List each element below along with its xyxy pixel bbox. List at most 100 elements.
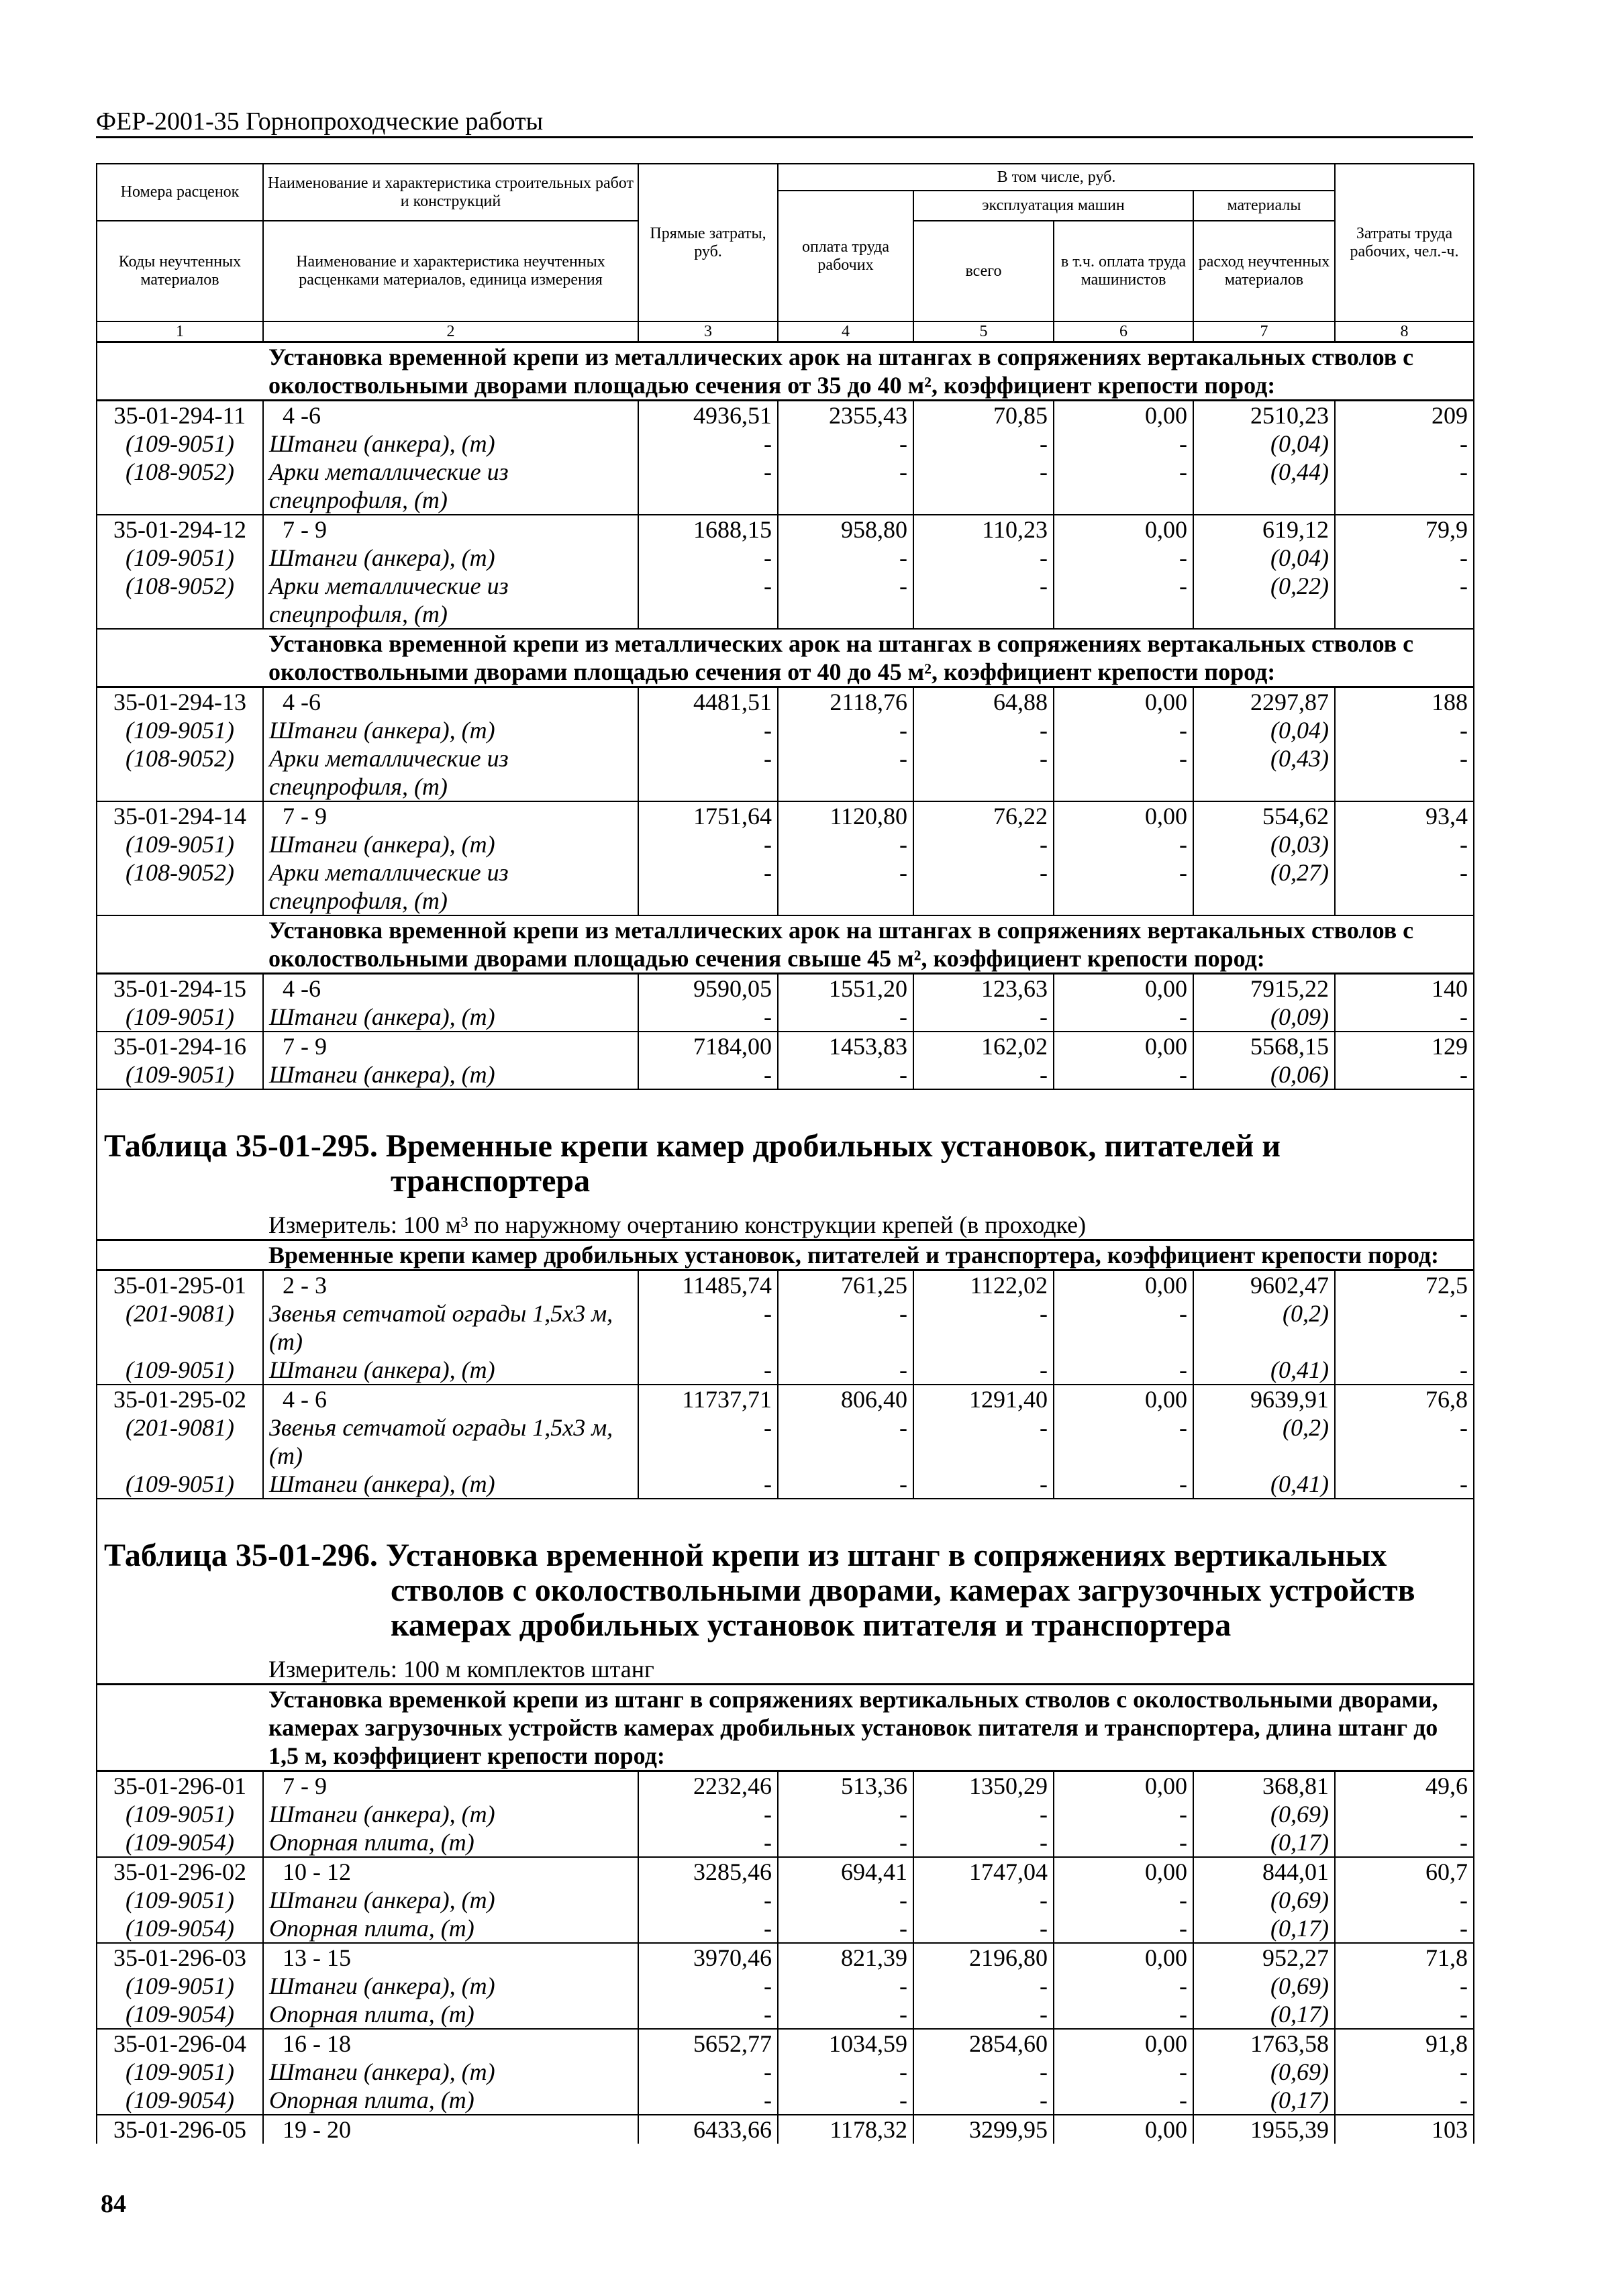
materials: (0,27) <box>1193 858 1336 916</box>
machinist-pay: - <box>1053 1470 1194 1499</box>
rate-name: Звенья сетчатой ограды 1,5х3 м, (т) <box>262 1299 639 1356</box>
machines-total: 70,85 <box>913 399 1054 430</box>
machines-total: 3299,95 <box>913 2114 1054 2144</box>
materials: (0,43) <box>1193 744 1336 802</box>
group-heading: Временные крепи камер дробильных установ… <box>96 1239 1474 1271</box>
labor-hours: 72,5 <box>1334 1269 1474 1299</box>
direct-costs: - <box>638 1299 779 1356</box>
group-heading: Установка временной крепи из металлическ… <box>96 915 1474 975</box>
machines-total: - <box>913 1299 1054 1356</box>
direct-costs: - <box>638 458 779 515</box>
labor-hours: 79,9 <box>1334 514 1474 544</box>
rate-name: Штанги (анкера), (т) <box>262 1886 639 1914</box>
rate-code: 35-01-296-05 <box>96 2114 264 2144</box>
rate-name: Штанги (анкера), (т) <box>262 2058 639 2086</box>
worker-pay: 1120,80 <box>777 801 914 830</box>
machines-total: 64,88 <box>913 686 1054 716</box>
rate-code: (201-9081) <box>96 1413 264 1470</box>
rate-name: Звенья сетчатой ограды 1,5х3 м, (т) <box>262 1413 639 1470</box>
rate-name: Штанги (анкера), (т) <box>262 1356 639 1385</box>
rate-name: 4 -6 <box>262 972 639 1003</box>
labor-hours: - <box>1334 1060 1474 1090</box>
materials: (0,2) <box>1193 1299 1336 1356</box>
rate-name: 16 - 18 <box>262 2028 639 2058</box>
rate-code: (109-9051) <box>96 2058 264 2086</box>
rate-row: 35-01-295-02 4 - 6 11737,71 806,40 1291,40 0,… <box>96 1384 1474 1413</box>
machinist-pay: - <box>1053 716 1194 744</box>
rate-name: 4 - 6 <box>262 1384 639 1413</box>
direct-costs: 6433,66 <box>638 2114 779 2144</box>
direct-costs: - <box>638 744 779 802</box>
machinist-pay: 0,00 <box>1053 1031 1194 1060</box>
worker-pay: - <box>777 1800 914 1828</box>
rate-code: 35-01-296-03 <box>96 1942 264 1972</box>
rate-code: (109-9051) <box>96 830 264 858</box>
direct-costs: - <box>638 1886 779 1914</box>
measure-unit: Измеритель: 100 м комплектов штанг <box>96 1655 1474 1685</box>
materials: 9639,91 <box>1193 1384 1336 1413</box>
machinist-pay: 0,00 <box>1053 686 1194 716</box>
rate-name: Штанги (анкера), (т) <box>262 544 639 572</box>
worker-pay: 694,41 <box>777 1856 914 1886</box>
machinist-pay: - <box>1053 2058 1194 2086</box>
table-title-row: Таблица 35-01-295. Временные крепи камер… <box>96 1089 1474 1211</box>
rate-code: (201-9081) <box>96 1299 264 1356</box>
direct-costs: - <box>638 2058 779 2086</box>
material-row: (109-9051) Штанги (анкера), (т) - - - - (0,69)… <box>96 1800 1474 1828</box>
machines-total: - <box>913 544 1054 572</box>
materials: 7915,22 <box>1193 972 1336 1003</box>
worker-pay: - <box>777 1470 914 1499</box>
group-heading-row: Установка временкой крепи из штанг в соп… <box>96 1683 1474 1772</box>
rate-row: 35-01-294-16 7 - 9 7184,00 1453,83 162,02 0,0… <box>96 1031 1474 1060</box>
labor-hours: - <box>1334 1003 1474 1032</box>
material-row: (201-9081) Звенья сетчатой ограды 1,5х3 м… <box>96 1413 1474 1470</box>
labor-hours: - <box>1334 1972 1474 2000</box>
direct-costs: - <box>638 1413 779 1470</box>
labor-hours: - <box>1334 858 1474 916</box>
direct-costs: - <box>638 716 779 744</box>
materials: (0,04) <box>1193 716 1336 744</box>
rate-code: (109-9051) <box>96 1972 264 2000</box>
machinist-pay: 0,00 <box>1053 2028 1194 2058</box>
rate-name: 2 - 3 <box>262 1269 639 1299</box>
direct-costs: - <box>638 1470 779 1499</box>
worker-pay: 1178,32 <box>777 2114 914 2144</box>
rate-code: (109-9054) <box>96 2086 264 2115</box>
materials: (0,04) <box>1193 430 1336 458</box>
worker-pay: - <box>777 572 914 630</box>
labor-hours: - <box>1334 1828 1474 1858</box>
materials: (0,17) <box>1193 1914 1336 1944</box>
header-work-name: Наименование и характеристика строительн… <box>262 163 639 221</box>
materials: (0,2) <box>1193 1413 1336 1470</box>
labor-hours: - <box>1334 1356 1474 1385</box>
rate-row: 35-01-296-04 16 - 18 5652,77 1034,59 2854,60… <box>96 2028 1474 2058</box>
worker-pay: - <box>777 544 914 572</box>
machines-total: - <box>913 1800 1054 1828</box>
direct-costs: - <box>638 2000 779 2030</box>
direct-costs: - <box>638 1972 779 2000</box>
rate-code: (109-9051) <box>96 1356 264 1385</box>
materials: 1763,58 <box>1193 2028 1336 2058</box>
header-material-consumption: расход неучтенных материалов <box>1193 220 1336 322</box>
column-number: 2 <box>262 321 639 343</box>
rates-table: Номера расценок Наименование и характери… <box>96 163 1474 2144</box>
rate-row: 35-01-295-01 2 - 3 11485,74 761,25 1122,02 0,… <box>96 1269 1474 1299</box>
measure-row: Измеритель: 100 м комплектов штанг <box>96 1655 1474 1685</box>
machines-total: 1122,02 <box>913 1269 1054 1299</box>
worker-pay: 1551,20 <box>777 972 914 1003</box>
materials: 952,27 <box>1193 1942 1336 1972</box>
rate-code: (109-9051) <box>96 544 264 572</box>
labor-hours: - <box>1334 430 1474 458</box>
machines-total: - <box>913 1828 1054 1858</box>
header-machines-total: всего <box>913 220 1054 322</box>
rate-name: 4 -6 <box>262 686 639 716</box>
rate-name: Штанги (анкера), (т) <box>262 830 639 858</box>
rate-code: 35-01-296-04 <box>96 2028 264 2058</box>
rate-name: Штанги (анкера), (т) <box>262 716 639 744</box>
machines-total: - <box>913 1060 1054 1090</box>
rate-code: (108-9052) <box>96 744 264 802</box>
machines-total: - <box>913 716 1054 744</box>
material-row: (108-9052) Арки металлические из спецпроф… <box>96 458 1474 515</box>
rate-code: (109-9051) <box>96 716 264 744</box>
